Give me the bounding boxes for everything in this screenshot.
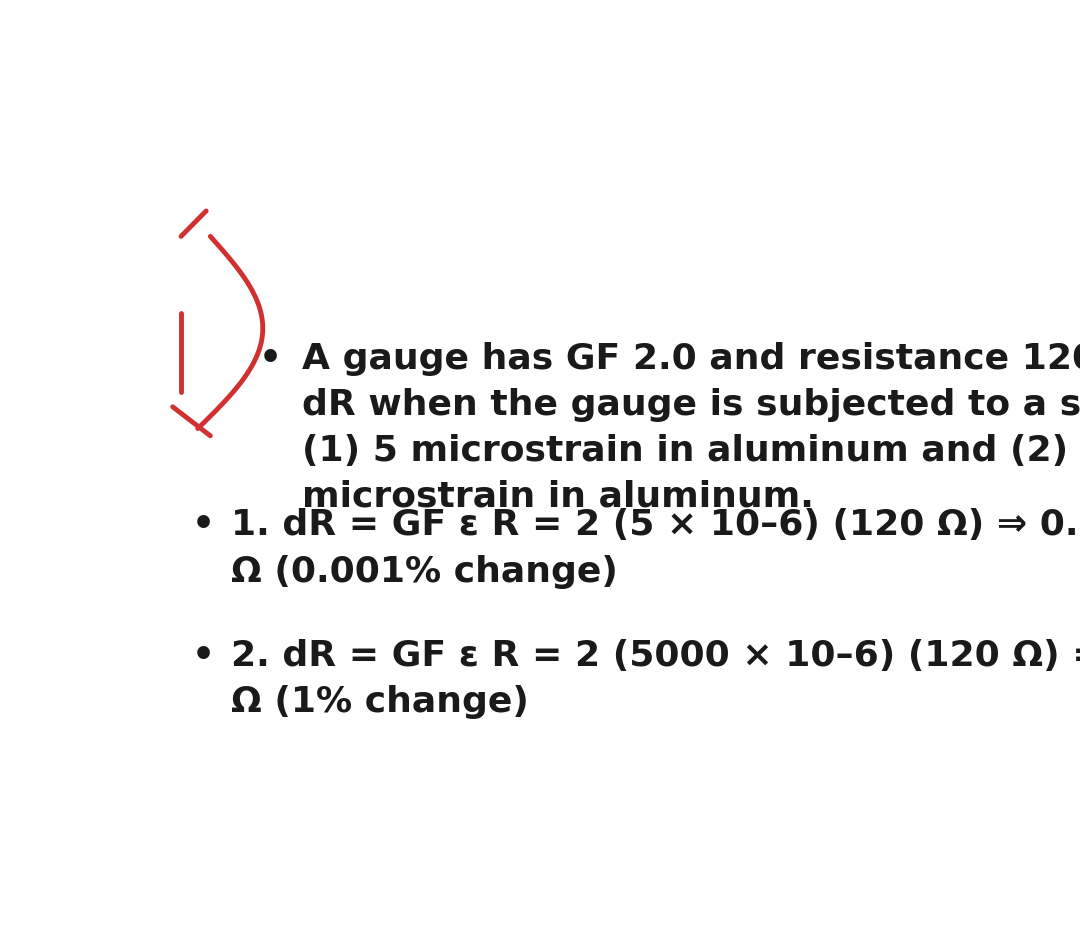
- Text: A gauge has GF 2.0 and resistance 120 Ω. Find
dR when the gauge is subjected to : A gauge has GF 2.0 and resistance 120 Ω.…: [302, 342, 1080, 514]
- Text: •: •: [191, 509, 215, 543]
- Text: •: •: [191, 639, 215, 673]
- Text: 2. dR = GF ε R = 2 (5000 × 10–6) (120 Ω) = 1.2
Ω (1% change): 2. dR = GF ε R = 2 (5000 × 10–6) (120 Ω)…: [231, 639, 1080, 719]
- Text: •: •: [258, 342, 282, 376]
- Text: 1. dR = GF ε R = 2 (5 × 10–6) (120 Ω) ⇒ 0.0012
Ω (0.001% change): 1. dR = GF ε R = 2 (5 × 10–6) (120 Ω) ⇒ …: [231, 509, 1080, 589]
